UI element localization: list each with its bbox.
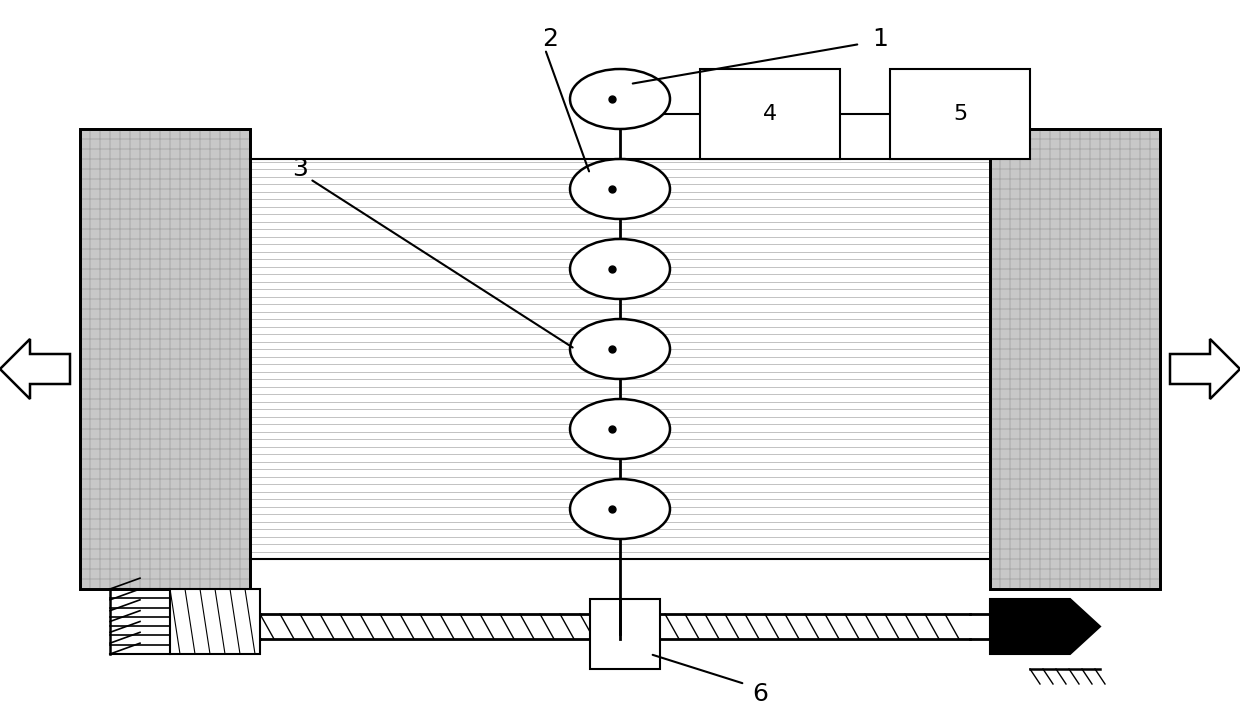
Ellipse shape: [570, 239, 670, 299]
Bar: [990, 129, 1159, 589]
Polygon shape: [1171, 339, 1240, 399]
Bar: [990, 129, 1159, 589]
Text: 5: 5: [952, 104, 967, 124]
Polygon shape: [990, 599, 1100, 654]
Text: 2: 2: [542, 27, 558, 51]
Text: 1: 1: [872, 27, 888, 51]
Ellipse shape: [570, 319, 670, 379]
Text: 3: 3: [293, 157, 308, 181]
Bar: [81, 129, 250, 589]
Bar: [890, 69, 1030, 159]
Bar: [170, 589, 260, 654]
Text: 6: 6: [751, 682, 768, 706]
Ellipse shape: [570, 69, 670, 129]
Bar: [81, 129, 250, 589]
Polygon shape: [0, 339, 69, 399]
Bar: [701, 69, 839, 159]
Ellipse shape: [570, 479, 670, 539]
Ellipse shape: [570, 159, 670, 219]
Text: 4: 4: [763, 104, 777, 124]
Bar: [590, 599, 660, 669]
Ellipse shape: [570, 399, 670, 459]
